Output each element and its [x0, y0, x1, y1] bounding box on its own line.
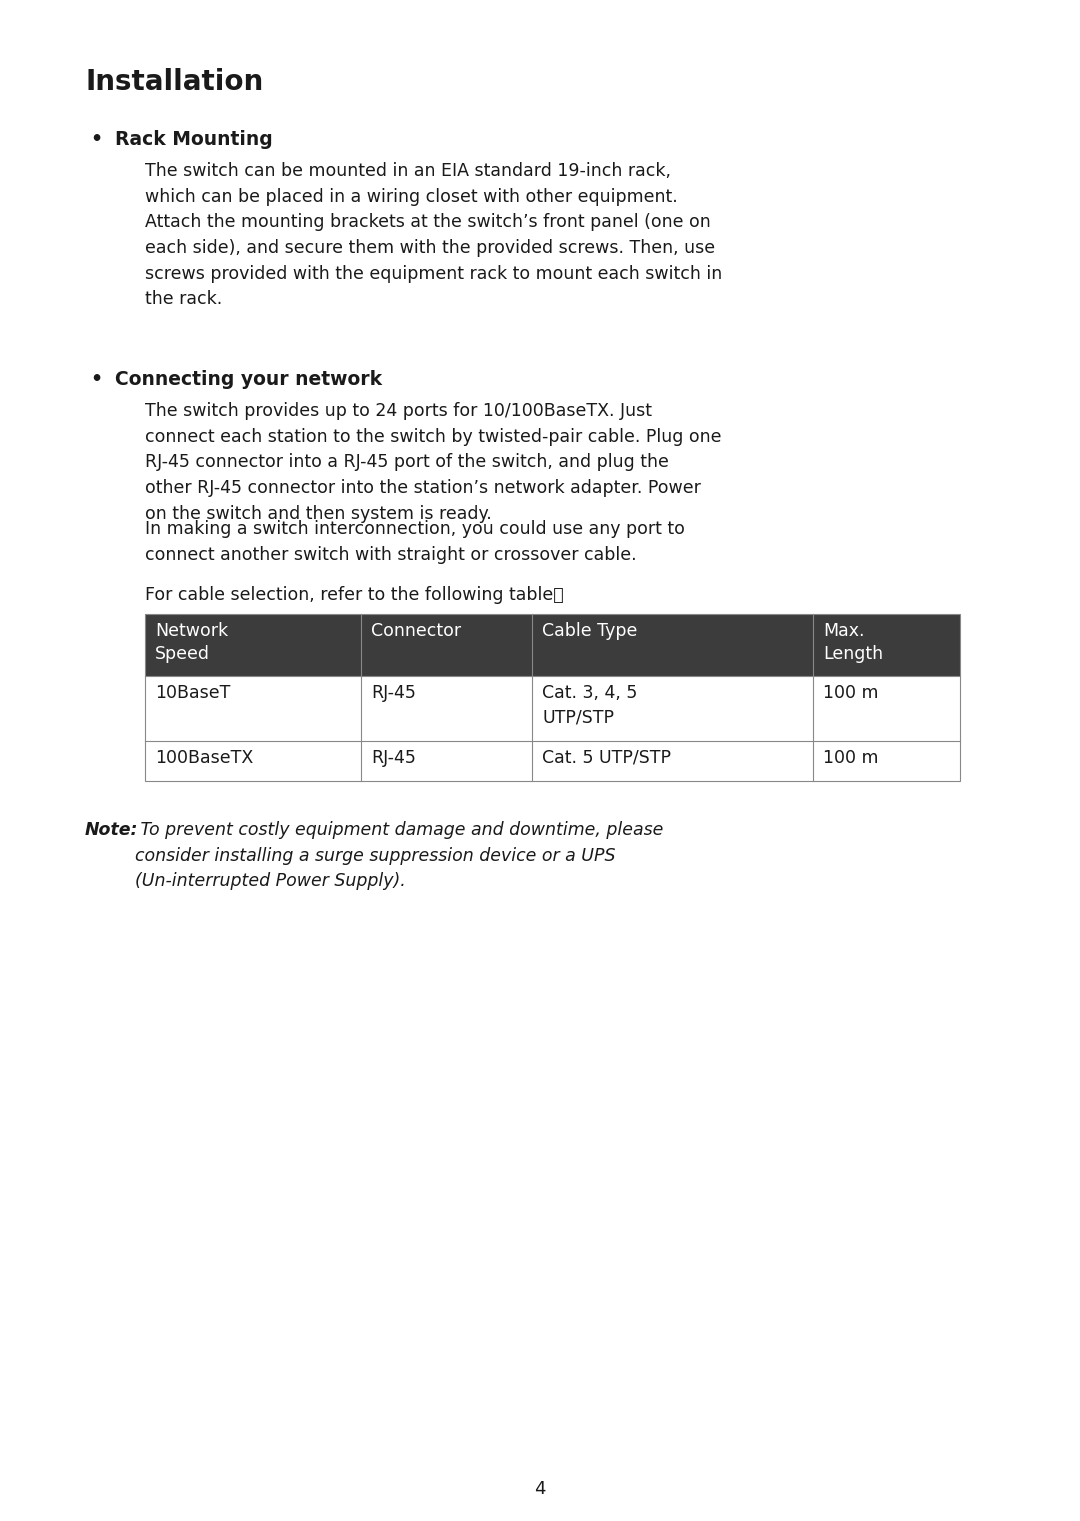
Text: In making a switch interconnection, you could use any port to
connect another sw: In making a switch interconnection, you … — [145, 520, 685, 564]
Text: 100 m: 100 m — [823, 684, 879, 703]
Text: 100BaseTX: 100BaseTX — [156, 748, 253, 767]
Bar — [145, 614, 960, 780]
Text: Rack Mounting: Rack Mounting — [114, 129, 273, 149]
Text: The switch provides up to 24 ports for 10/100BaseTX. Just
connect each station t: The switch provides up to 24 ports for 1… — [145, 402, 721, 523]
Text: RJ-45: RJ-45 — [370, 748, 416, 767]
Text: Installation: Installation — [85, 68, 264, 96]
Bar — [145, 675, 960, 741]
Text: Cat. 5 UTP/STP: Cat. 5 UTP/STP — [542, 748, 671, 767]
Text: Cat. 3, 4, 5
UTP/STP: Cat. 3, 4, 5 UTP/STP — [542, 684, 637, 727]
Text: The switch can be mounted in an EIA standard 19-inch rack,
which can be placed i: The switch can be mounted in an EIA stan… — [145, 163, 723, 309]
Text: Connector: Connector — [370, 622, 461, 640]
Text: Max.
Length: Max. Length — [823, 622, 883, 663]
Text: •: • — [90, 129, 103, 149]
Text: RJ-45: RJ-45 — [370, 684, 416, 703]
Text: 100 m: 100 m — [823, 748, 879, 767]
Text: Cable Type: Cable Type — [542, 622, 637, 640]
Bar — [145, 614, 960, 675]
Text: •: • — [90, 370, 103, 389]
Text: To prevent costly equipment damage and downtime, please
consider installing a su: To prevent costly equipment damage and d… — [135, 821, 663, 890]
Text: 10BaseT: 10BaseT — [156, 684, 230, 703]
Text: Network
Speed: Network Speed — [156, 622, 228, 663]
Text: For cable selection, refer to the following table：: For cable selection, refer to the follow… — [145, 586, 564, 604]
Text: Note:: Note: — [85, 821, 138, 840]
Text: Connecting your network: Connecting your network — [114, 370, 382, 389]
Bar — [145, 741, 960, 780]
Text: 4: 4 — [535, 1480, 545, 1498]
